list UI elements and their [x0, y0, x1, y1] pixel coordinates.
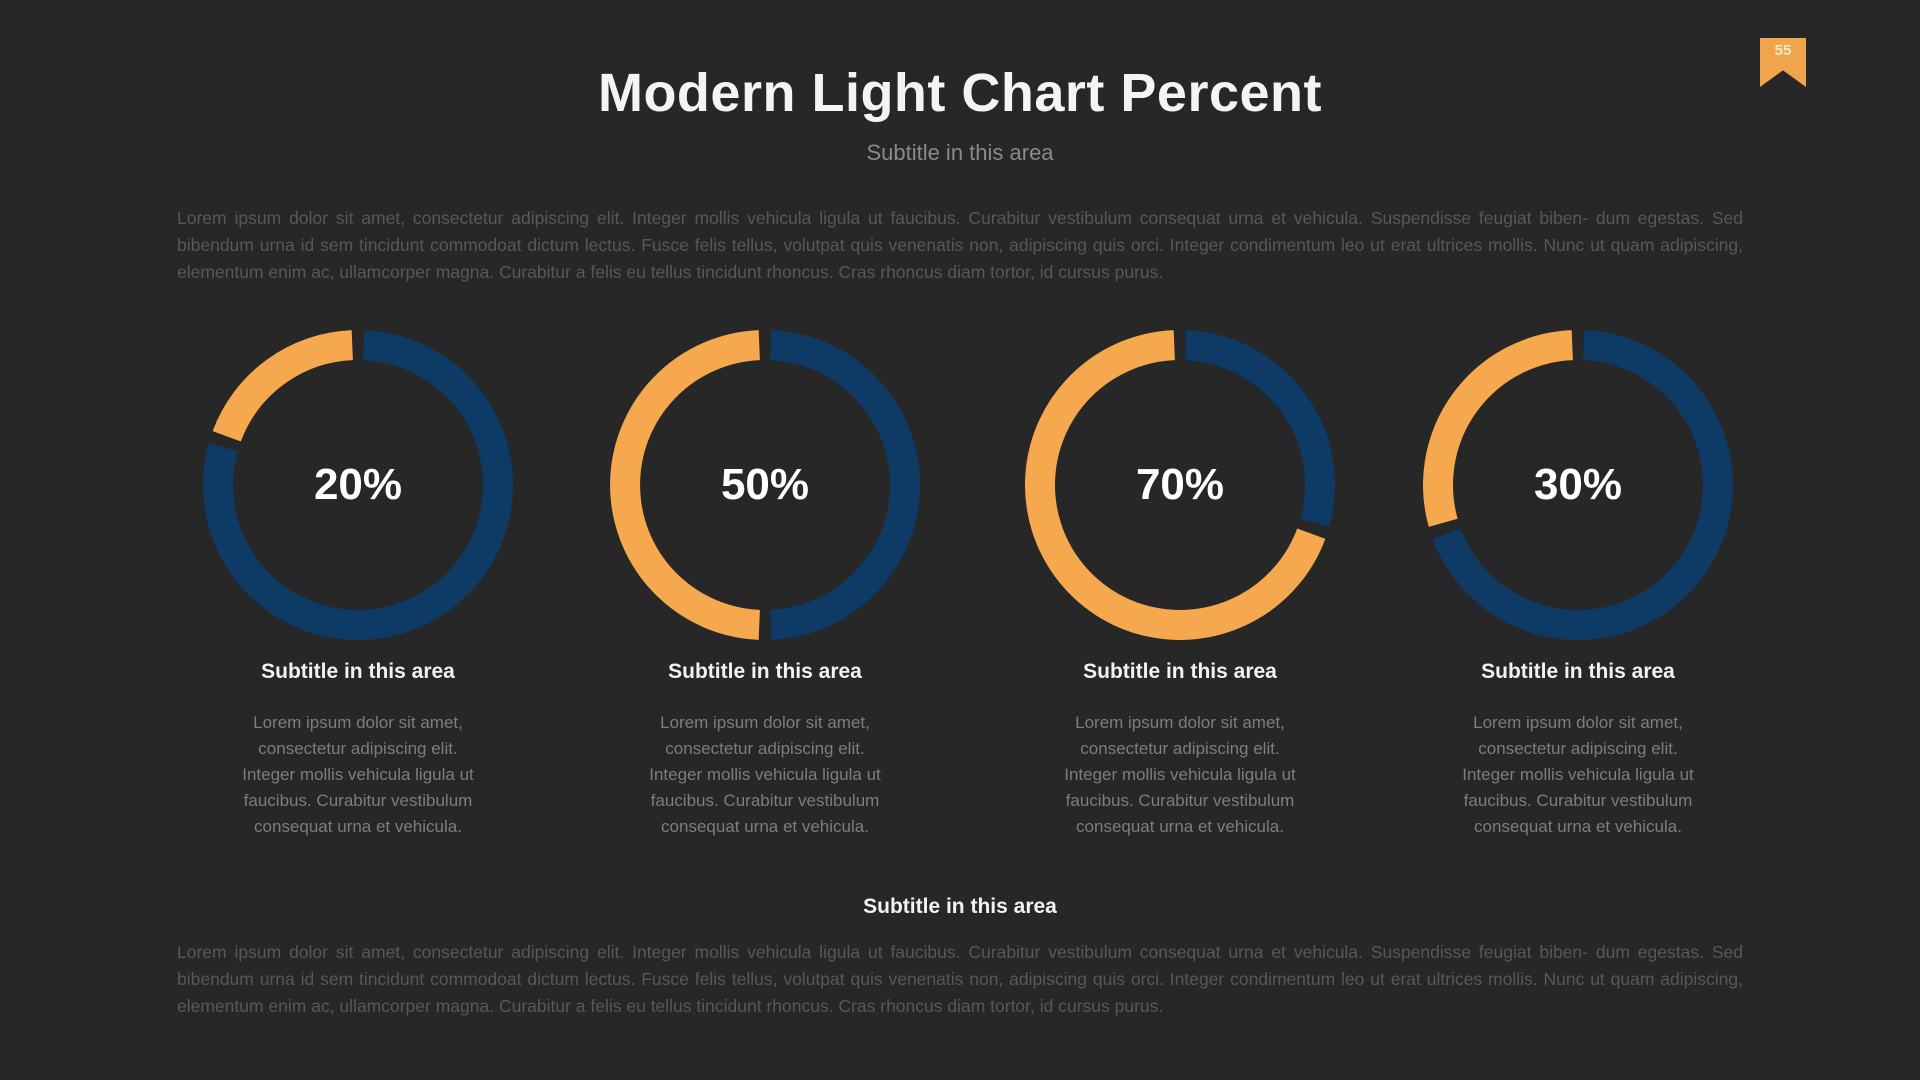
footer-heading: Subtitle in this area	[863, 895, 1057, 918]
intro-paragraph: Lorem ipsum dolor sit amet, consectetur …	[177, 208, 1743, 282]
percent-chart-column: 20% Subtitle in this area Lorem ipsum do…	[188, 330, 528, 840]
donut-remainder-arc	[203, 330, 513, 640]
chart-caption-text: Lorem ipsum dolor sit amet, consectetur …	[1064, 713, 1296, 836]
donut-ring	[610, 330, 920, 640]
donut-remainder-arc	[769, 330, 920, 640]
chart-caption-title: Subtitle in this area	[668, 660, 862, 683]
percent-label: 20%	[313, 460, 403, 509]
donut-value-arc	[1423, 330, 1574, 527]
donut-chart: 20%	[203, 330, 513, 640]
donut-chart: 50%	[610, 330, 920, 640]
chart-caption-title: Subtitle in this area	[261, 660, 455, 683]
chart-caption-text: Lorem ipsum dolor sit amet, consectetur …	[649, 713, 881, 836]
footer-paragraph: Lorem ipsum dolor sit amet, consectetur …	[177, 942, 1743, 1016]
percent-label: 30%	[1533, 460, 1623, 509]
donut-remainder-arc	[1432, 330, 1733, 640]
donut-ring	[203, 330, 513, 640]
page-number: 55	[1774, 42, 1792, 59]
donut-chart: 30%	[1423, 330, 1733, 640]
donut-value-arc	[212, 330, 354, 442]
donut-ring	[1423, 330, 1733, 640]
donut-value-arc	[1025, 330, 1326, 640]
percent-chart-column: 50% Subtitle in this area Lorem ipsum do…	[595, 330, 935, 840]
chart-caption-title: Subtitle in this area	[1083, 660, 1277, 683]
percent-chart-column: 30% Subtitle in this area Lorem ipsum do…	[1408, 330, 1748, 840]
chart-caption-text: Lorem ipsum dolor sit amet, consectetur …	[242, 713, 474, 836]
donut-value-arc	[610, 330, 761, 640]
donut-ring	[1025, 330, 1335, 640]
percent-chart-column: 70% Subtitle in this area Lorem ipsum do…	[1010, 330, 1350, 840]
page-title: Modern Light Chart Percent	[597, 63, 1323, 123]
page-subtitle: Subtitle in this area	[866, 140, 1054, 165]
percent-label: 70%	[1135, 460, 1225, 509]
chart-caption-text: Lorem ipsum dolor sit amet, consectetur …	[1462, 713, 1694, 836]
percent-label: 50%	[720, 460, 810, 509]
chart-caption-title: Subtitle in this area	[1481, 660, 1675, 683]
donut-chart: 70%	[1025, 330, 1335, 640]
donut-remainder-arc	[1184, 330, 1335, 527]
